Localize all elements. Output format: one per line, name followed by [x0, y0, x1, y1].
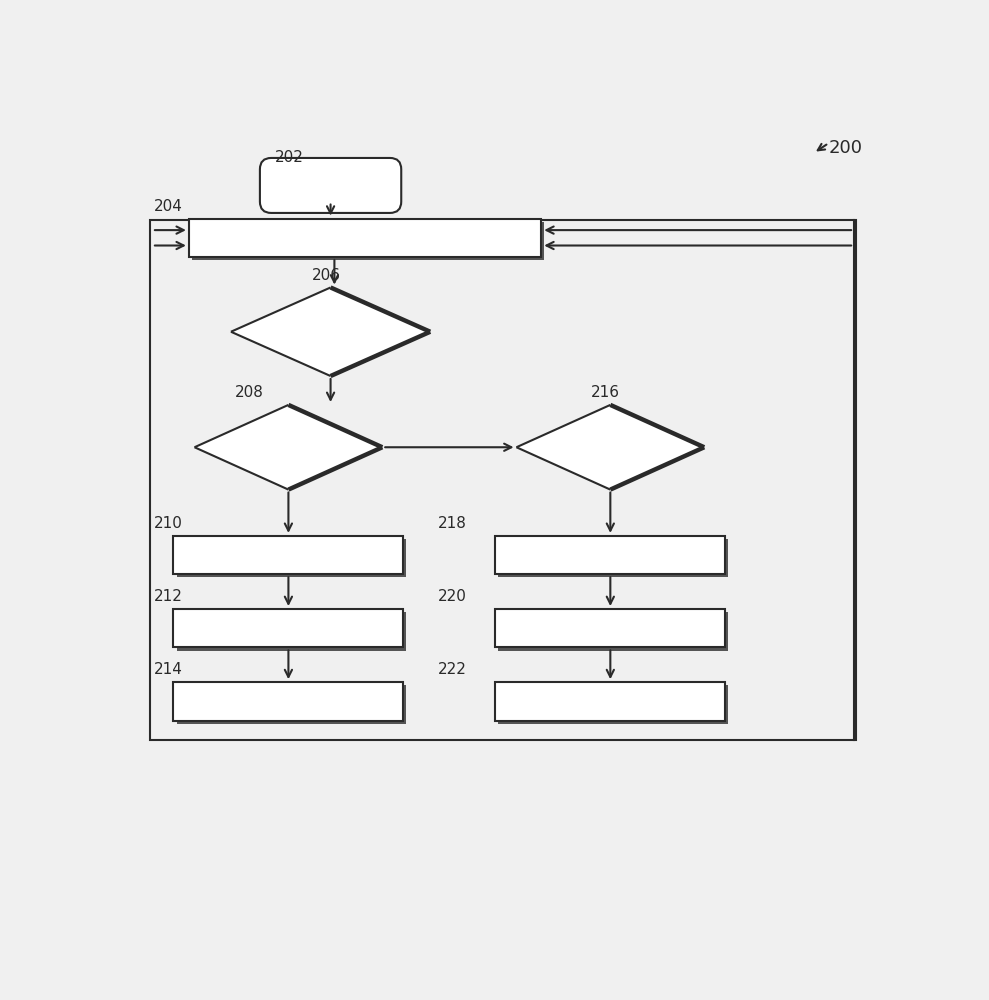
- Bar: [176, 612, 406, 651]
- Text: 202: 202: [275, 150, 304, 165]
- Bar: [498, 685, 728, 724]
- Bar: [495, 609, 725, 647]
- Text: 214: 214: [154, 662, 183, 677]
- Text: 208: 208: [234, 385, 264, 400]
- Text: 210: 210: [154, 516, 183, 531]
- Text: 216: 216: [591, 385, 620, 400]
- Bar: [176, 685, 406, 724]
- Bar: [189, 219, 541, 257]
- Bar: [173, 536, 404, 574]
- Text: 206: 206: [312, 268, 340, 283]
- Text: 204: 204: [154, 199, 183, 214]
- Text: 222: 222: [438, 662, 467, 677]
- Bar: [173, 609, 404, 647]
- Bar: [173, 682, 404, 721]
- Text: 218: 218: [438, 516, 467, 531]
- Bar: [192, 222, 544, 260]
- Bar: [498, 539, 728, 577]
- Bar: [498, 612, 728, 651]
- Text: 200: 200: [829, 139, 862, 157]
- Bar: [495, 536, 725, 574]
- Polygon shape: [516, 405, 704, 490]
- Bar: [176, 539, 406, 577]
- Polygon shape: [231, 287, 430, 376]
- Bar: [495, 682, 725, 721]
- Polygon shape: [195, 405, 383, 490]
- FancyBboxPatch shape: [260, 158, 402, 213]
- Bar: [150, 220, 855, 740]
- Text: 220: 220: [438, 589, 467, 604]
- Text: 212: 212: [154, 589, 183, 604]
